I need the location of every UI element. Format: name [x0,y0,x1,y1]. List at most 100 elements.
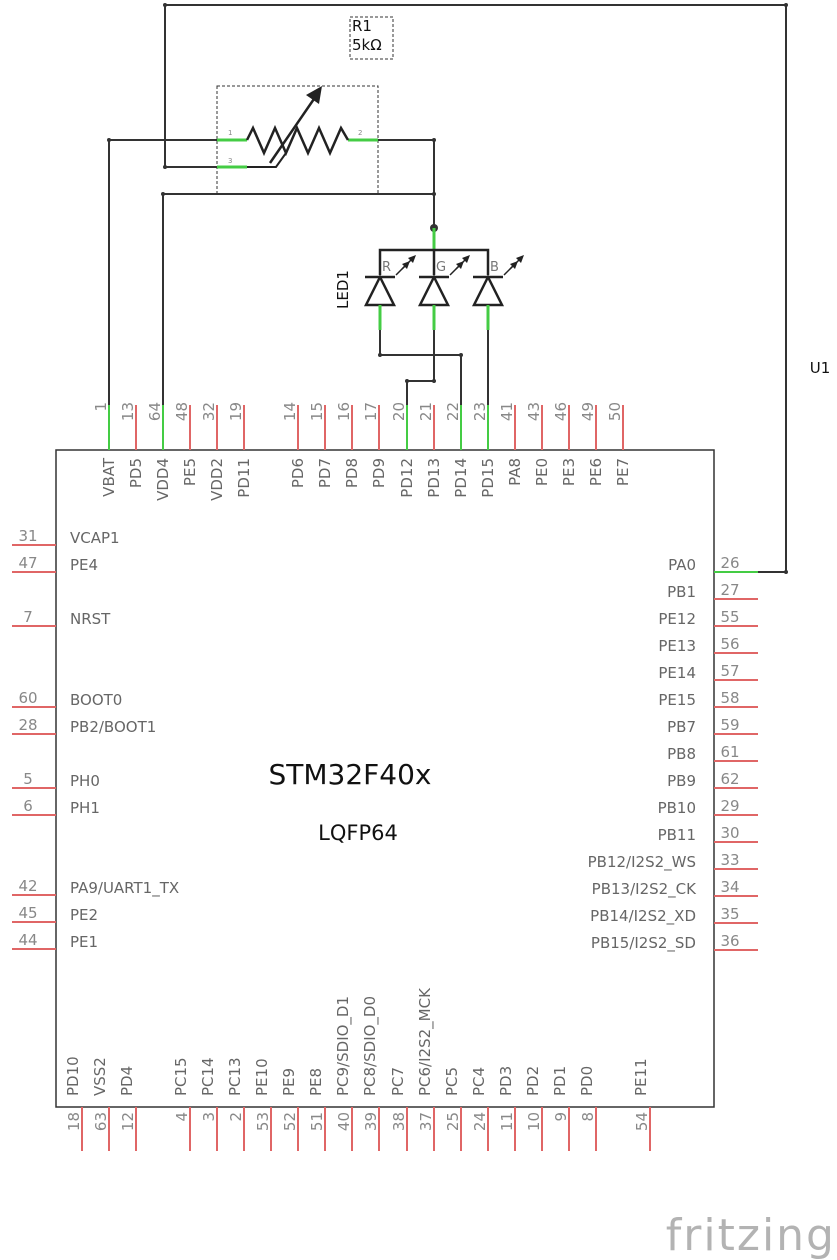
pin-number: 62 [720,770,739,788]
pin-label: PD4 [118,1066,136,1096]
pin-label: PD1 [551,1066,569,1096]
pin-number: 57 [720,662,739,680]
rgb-led[interactable]: LED1 R G B [334,228,524,330]
pin-label: PE4 [70,556,98,574]
pin-number: 44 [18,931,37,949]
pin-label: PE15 [658,691,696,709]
pin-number: 43 [525,402,543,421]
pin-label: PD11 [235,458,253,498]
r1-arrow-head [306,86,322,104]
pin-label: PD6 [289,458,307,488]
led-channel-label: B [490,260,499,275]
pin-number: 5 [23,770,33,788]
pin-number: 64 [146,402,164,421]
pin-label: PE2 [70,906,98,924]
pin-label: PB11 [658,826,696,844]
junction-dot [459,353,463,357]
pin-label: PH1 [70,799,100,817]
chip-package: LQFP64 [318,821,398,845]
junction-dot [107,138,111,142]
pin-label: PE0 [533,458,551,486]
pin-label: PE12 [658,610,696,628]
pin-number: 55 [720,608,739,626]
pin-label: PD10 [64,1056,82,1096]
pin-label: PE1 [70,933,98,951]
junction-dot [432,192,436,196]
junction-dot [432,379,436,383]
pin-label: PC7 [389,1067,407,1096]
pin-label: PC6/I2S2_MCK [416,987,435,1096]
pin-label: PE6 [587,458,605,486]
pin-number: 1 [92,402,110,412]
pin-label: PE11 [632,1058,650,1096]
pin-label: PE9 [280,1068,298,1096]
junction-dot [378,353,382,357]
pin-number: 42 [18,877,37,895]
pin-number: 2 [227,1112,245,1122]
pin-label: PD13 [425,458,443,498]
fritzing-logo: fritzing [666,1210,836,1260]
pin-label: PA0 [668,556,696,574]
pin-number: 48 [173,402,191,421]
pin-number: 7 [23,608,33,626]
r1-value: 5kΩ [352,36,382,54]
r1-pin3-num: 3 [228,157,232,165]
pin-number: 22 [444,402,462,421]
pin-label: BOOT0 [70,691,122,709]
pin-number: 63 [92,1112,110,1131]
pin-label: PD9 [370,458,388,488]
pin-number: 61 [720,743,739,761]
pin-number: 16 [335,402,353,421]
pin-label: PE13 [658,637,696,655]
led-channel-label: R [382,260,391,275]
pin-label: PE5 [181,458,199,486]
pin-label: PB12/I2S2_WS [588,853,696,872]
pin-label: PB10 [658,799,696,817]
pin-number: 17 [362,402,380,421]
pin-label: PC4 [470,1067,488,1096]
pin-number: 59 [720,716,739,734]
pin-label: PB13/I2S2_CK [592,880,697,899]
pin-number: 36 [720,932,739,950]
wire-led-r-cathode [379,330,462,405]
pin-label: PC9/SDIO_D1 [334,996,353,1096]
pin-number: 3 [200,1112,218,1122]
pin-label: PC15 [172,1057,190,1096]
wire-led-g-cathode [406,330,435,405]
pin-number: 40 [335,1112,353,1131]
pin-label: PA8 [506,458,524,486]
pin-label: PC8/SDIO_D0 [361,996,380,1096]
pin-label: PD12 [398,458,416,498]
pins-top: 1 VBAT 13 PD5 64 VDD4 48 PE5 32 VDD2 19 PD11 14 PD6 15… [92,402,632,501]
pin-label: PE14 [658,664,696,682]
pin-number: 46 [552,402,570,421]
pin-number: 53 [254,1112,272,1131]
pin-number: 12 [119,1112,137,1131]
pin-number: 39 [362,1112,380,1131]
pin-number: 47 [18,554,37,572]
pin-label: PD15 [479,458,497,498]
junction-dot [432,138,436,142]
pin-label: PB1 [667,583,696,601]
pin-label: VSS2 [91,1057,109,1096]
led-light-arrowhead [408,255,416,263]
pin-label: PE3 [560,458,578,486]
pin-label: PB14/I2S2_XD [590,907,696,926]
pin-number: 45 [18,904,37,922]
pin-number: 33 [720,851,739,869]
pin-number: 9 [552,1112,570,1122]
pin-label: PE10 [253,1058,271,1096]
pin-number: 4 [173,1112,191,1122]
pin-number: 37 [417,1112,435,1131]
pin-number: 51 [308,1112,326,1131]
pin-label: PA9/UART1_TX [70,879,179,898]
pin-number: 56 [720,635,739,653]
junction-dot [163,165,167,169]
potentiometer-r1[interactable]: R1 5kΩ 1 2 3 [216,16,394,195]
pin-label: PB9 [667,772,696,790]
pin-label: PC5 [443,1067,461,1096]
pin-number: 54 [633,1112,651,1131]
r1-wiper-lead [247,152,287,168]
wire-vdd4-to-led-anode [162,193,434,405]
